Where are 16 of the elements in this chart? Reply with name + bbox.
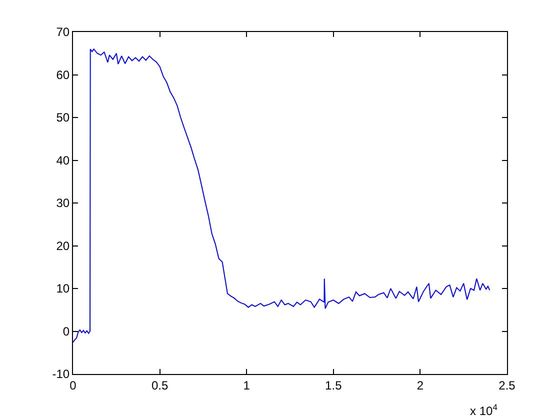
x-tick-label: 2 — [416, 378, 424, 392]
y-tick-label: 50 — [56, 110, 70, 125]
y-tick-label: 0 — [62, 324, 70, 338]
x-tick-label: 2.5 — [498, 378, 516, 392]
y-tick-label: -10 — [52, 367, 70, 382]
y-tick-label: 40 — [56, 153, 70, 168]
y-tick-label: 70 — [56, 25, 70, 40]
x-tick-label: 0.5 — [151, 378, 168, 392]
x-tick-label: 1 — [243, 378, 250, 392]
x-tick-label: 1.5 — [325, 378, 342, 392]
y-tick-label: 20 — [56, 238, 70, 253]
y-tick-label: 60 — [56, 68, 70, 82]
line-series — [73, 48, 490, 343]
y-tick-label: 10 — [56, 282, 70, 296]
text: x 10$^{4}$ — [470, 402, 498, 418]
y-tick-label: 30 — [56, 196, 70, 210]
